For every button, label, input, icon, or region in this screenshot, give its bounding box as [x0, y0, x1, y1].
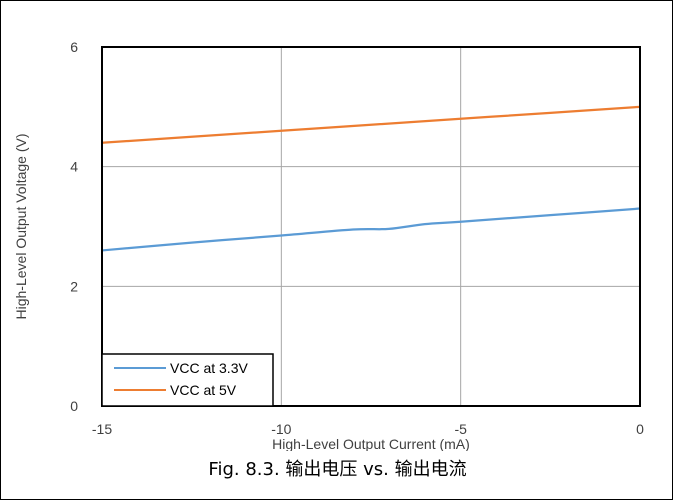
series-lines — [101, 105, 641, 252]
x-tick-labels: -15 -10 -5 0 — [92, 421, 644, 437]
series-line-1 — [101, 105, 641, 144]
legend-box — [101, 353, 274, 407]
y-tick-label: 6 — [70, 39, 78, 55]
x-tick-label: -15 — [92, 421, 112, 437]
gridlines — [101, 46, 641, 407]
figure-caption: Fig. 8.3. 输出电压 vs. 输出电流 — [208, 459, 467, 480]
legend-label-vcc-5v: VCC at 5V — [170, 382, 237, 398]
y-axis-title: High-Level Output Voltage (V) — [13, 134, 29, 320]
x-tick-label: 0 — [636, 421, 644, 437]
legend-label-vcc-3v3: VCC at 3.3V — [170, 360, 248, 376]
x-tick-label: -5 — [454, 421, 467, 437]
y-tick-labels: 0 2 4 6 — [70, 39, 78, 414]
series-line-0 — [101, 207, 641, 252]
y-tick-label: 0 — [70, 398, 78, 414]
line-chart: -15 -10 -5 0 0 2 4 6 High-Level Output Current… — [13, 39, 644, 451]
x-axis-title: High-Level Output Current (mA) — [272, 436, 470, 451]
plot-area-border — [101, 46, 641, 407]
y-tick-label: 2 — [70, 278, 78, 294]
legend: VCC at 3.3V VCC at 5V — [101, 353, 274, 407]
y-tick-label: 4 — [70, 159, 78, 175]
x-tick-label: -10 — [271, 421, 291, 437]
